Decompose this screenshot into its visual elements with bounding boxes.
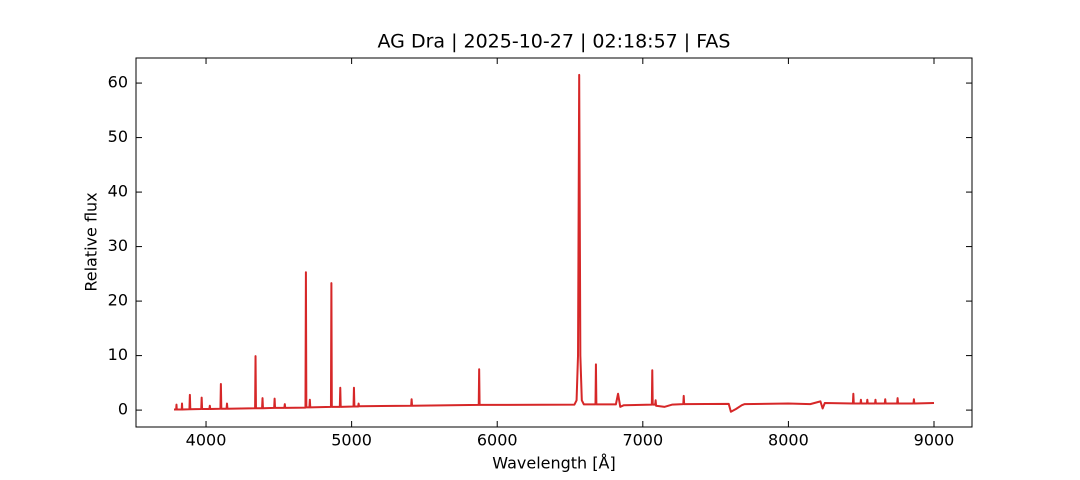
- y-tick-label: 20: [108, 291, 128, 310]
- y-axis-label: Relative flux: [82, 192, 101, 291]
- x-tick-label: 7000: [622, 431, 663, 450]
- spectrum-line: [174, 73, 935, 413]
- x-tick-label: 6000: [477, 431, 518, 450]
- y-tick-label: 50: [108, 127, 128, 146]
- x-tick-label: 8000: [768, 431, 809, 450]
- x-axis-label: Wavelength [Å]: [492, 454, 615, 473]
- y-tick-label: 0: [118, 400, 128, 419]
- chart-title: AG Dra | 2025-10-27 | 02:18:57 | FAS: [378, 31, 731, 53]
- x-tick-label: 9000: [914, 431, 955, 450]
- y-tick-label: 40: [108, 182, 128, 201]
- x-tick-label: 5000: [331, 431, 372, 450]
- plot-frame: [135, 57, 973, 428]
- x-tick-label: 4000: [186, 431, 227, 450]
- y-tick-label: 10: [108, 345, 128, 364]
- y-tick-label: 30: [108, 236, 128, 255]
- y-tick-label: 60: [108, 73, 128, 92]
